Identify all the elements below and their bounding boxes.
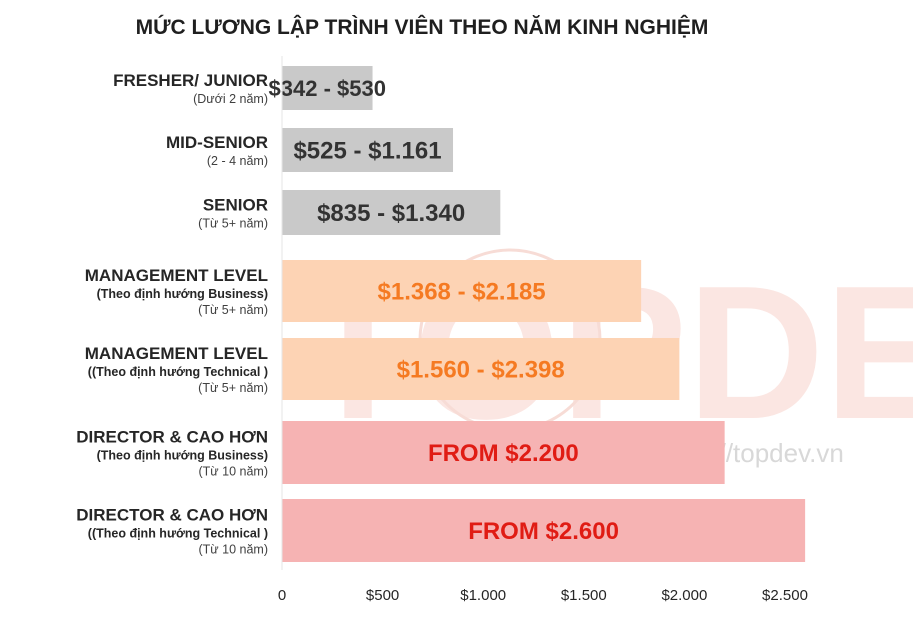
x-tick-label: $2.000: [661, 587, 707, 604]
x-axis: 0 $500 $1.000 $1.500 $2.000 $2.500: [278, 56, 808, 604]
bar-value-label: FROM $2.200: [428, 440, 579, 467]
category-sublabel: (Từ 5+ năm): [198, 303, 268, 317]
category-sublabel: (Dưới 2 năm): [193, 92, 268, 106]
category-label: FRESHER/ JUNIOR: [113, 71, 268, 90]
bar-value-label: $835 - $1.340: [317, 200, 465, 227]
category-label: DIRECTOR & CAO HƠN: [76, 506, 268, 525]
category-label: MID-SENIOR: [166, 133, 268, 152]
x-tick-label: 0: [278, 587, 286, 604]
bar: [282, 338, 680, 400]
category-label: MANAGEMENT LEVEL: [85, 344, 268, 363]
category-sublabel: (Từ 5+ năm): [198, 381, 268, 395]
bar: [282, 260, 642, 322]
bar-value-label: $525 - $1.161: [293, 138, 441, 165]
bar-value-label: $1.368 - $2.185: [378, 279, 546, 306]
category-label: SENIOR: [203, 196, 268, 215]
bar-value-label: $1.560 - $2.398: [397, 357, 565, 384]
bar-value-label: $342 - $530: [269, 76, 386, 101]
category-sublabel: (Từ 10 năm): [199, 465, 269, 479]
x-tick-label: $500: [366, 587, 399, 604]
bar: [282, 499, 806, 562]
category-sublabel: (Từ 5+ năm): [198, 217, 268, 231]
x-tick-label: $2.500: [762, 587, 808, 604]
category-sublabel: ((Theo định hướng Technical ): [88, 527, 268, 541]
category-sublabel: (Từ 10 năm): [199, 543, 269, 557]
bar: [282, 421, 725, 484]
bar: [282, 128, 454, 172]
bar: [282, 190, 501, 235]
category-sublabel: (Theo định hướng Business): [97, 449, 268, 463]
category-sublabel: (Theo định hướng Business): [97, 287, 268, 301]
bar-value-label: FROM $2.600: [468, 518, 619, 545]
x-tick-label: $1.500: [561, 587, 607, 604]
category-sublabel: ((Theo định hướng Technical ): [88, 365, 268, 379]
bars-group: $342 - $530 $525 - $1.161 $835 - $1.340 $1.…: [269, 66, 806, 562]
x-tick-label: $1.000: [460, 587, 506, 604]
category-sublabel: (2 - 4 năm): [207, 154, 268, 168]
category-label: DIRECTOR & CAO HƠN: [76, 428, 268, 447]
category-labels-group: FRESHER/ JUNIOR (Dưới 2 năm) MID-SENIOR (2 …: [76, 71, 268, 557]
category-label: MANAGEMENT LEVEL: [85, 266, 268, 285]
bar: [282, 66, 373, 110]
chart-title: MỨC LƯƠNG LẬP TRÌNH VIÊN THEO NĂM KINH N…: [136, 15, 709, 39]
